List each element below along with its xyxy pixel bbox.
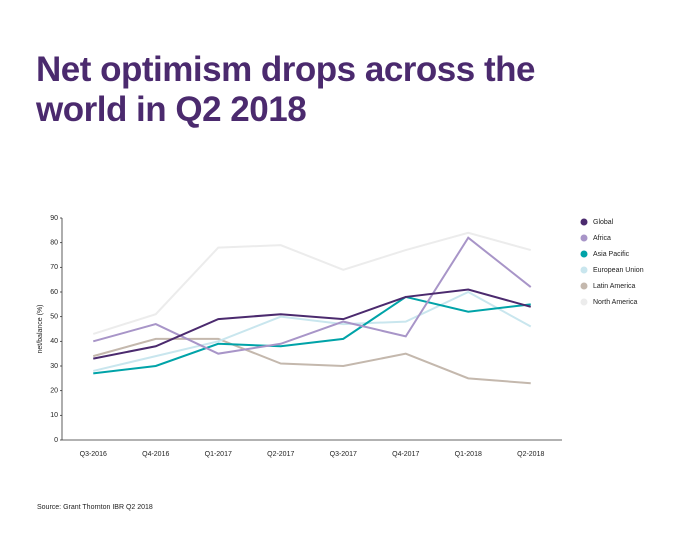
- y-tick-label: 20: [50, 388, 58, 395]
- legend-label: European Union: [593, 267, 644, 274]
- y-tick-label: 30: [50, 363, 58, 370]
- x-tick-label: Q3-2017: [330, 451, 357, 458]
- y-tick-label: 90: [50, 215, 58, 222]
- legend-label: Africa: [593, 235, 611, 242]
- legend-marker: [580, 266, 588, 274]
- y-tick-label: 70: [50, 264, 58, 271]
- x-tick-label: Q1-2018: [455, 451, 482, 458]
- x-tick-label: Q2-2018: [517, 451, 544, 458]
- y-tick-label: 80: [50, 240, 58, 247]
- series-line: [93, 288, 532, 360]
- legend-marker: [580, 218, 588, 226]
- y-tick-label: 0: [54, 437, 58, 444]
- series-line: [92, 337, 531, 385]
- legend-marker: [580, 250, 588, 258]
- legend-marker: [580, 298, 588, 306]
- x-tick-label: Q4-2016: [142, 451, 169, 458]
- source: Source: Grant Thornton IBR Q2 2018: [37, 504, 153, 511]
- legend-marker: [580, 282, 588, 290]
- legend-label: Asia Pacific: [593, 251, 630, 258]
- y-tick-label: 50: [50, 314, 58, 321]
- legend-marker: [580, 234, 588, 242]
- y-axis-label: net/balance (%): [37, 304, 44, 353]
- legend-label: Global: [593, 219, 614, 226]
- y-tick-label: 40: [50, 338, 58, 345]
- chart-title: Net optimism drops across the world in Q…: [36, 50, 535, 129]
- y-tick-label: 10: [50, 412, 58, 419]
- y-tick-label: 60: [50, 289, 58, 296]
- series-line: [93, 295, 531, 375]
- x-tick-label: Q1-2017: [205, 451, 232, 458]
- x-tick-label: Q3-2016: [80, 451, 107, 458]
- series-line: [92, 231, 532, 335]
- series-line: [93, 290, 532, 372]
- x-tick-label: Q2-2017: [267, 451, 294, 458]
- legend-label: Latin America: [593, 283, 636, 290]
- x-tick-label: Q4-2017: [392, 451, 419, 458]
- legend-label: North America: [593, 299, 637, 306]
- series-line: [92, 236, 532, 355]
